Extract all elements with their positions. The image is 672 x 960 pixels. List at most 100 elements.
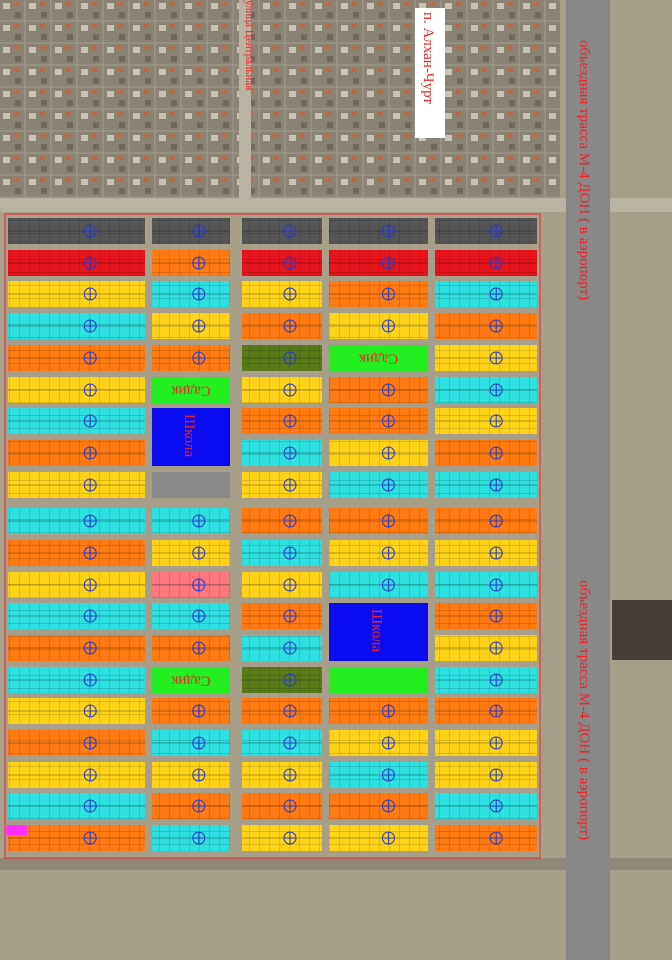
utility-symbol bbox=[192, 737, 205, 749]
plot-lines bbox=[242, 377, 322, 403]
utility-symbol bbox=[284, 674, 296, 686]
utility-symbol bbox=[382, 737, 395, 749]
plot-lines bbox=[8, 440, 145, 466]
utility-symbol bbox=[84, 447, 97, 459]
utility-symbol bbox=[192, 352, 205, 364]
plot-lines bbox=[435, 440, 537, 466]
plot-lines bbox=[152, 218, 230, 244]
plot-lines bbox=[329, 508, 428, 534]
plot-lines bbox=[435, 762, 537, 788]
plot-lines bbox=[8, 572, 145, 598]
plot-block bbox=[152, 472, 230, 498]
plot-lines bbox=[152, 698, 230, 724]
plot-lines bbox=[242, 313, 322, 339]
plot-lines bbox=[152, 313, 230, 339]
plot-lines bbox=[435, 250, 537, 276]
utility-symbol bbox=[490, 225, 503, 237]
utility-symbol bbox=[490, 352, 503, 364]
utility-symbol bbox=[84, 288, 97, 300]
plot-lines bbox=[8, 218, 145, 244]
kindergarten-label: Садик bbox=[170, 383, 210, 399]
plot-lines bbox=[435, 313, 537, 339]
utility-symbol bbox=[84, 320, 97, 332]
plot-lines bbox=[329, 762, 428, 788]
plot-lines bbox=[8, 793, 145, 819]
utility-symbol bbox=[284, 479, 296, 491]
plot-lines bbox=[435, 603, 537, 629]
plot-lines bbox=[8, 730, 145, 756]
utility-symbol bbox=[84, 515, 97, 527]
plot-lines bbox=[329, 440, 428, 466]
marker bbox=[5, 825, 27, 835]
utility-symbol bbox=[490, 832, 503, 844]
plot-block bbox=[152, 667, 230, 693]
village-area bbox=[0, 0, 560, 205]
utility-symbol bbox=[192, 225, 205, 237]
utility-symbol bbox=[284, 257, 296, 269]
utility-symbol bbox=[192, 642, 205, 654]
utility-symbol bbox=[382, 832, 395, 844]
plot-lines bbox=[8, 635, 145, 661]
utility-symbol bbox=[84, 479, 97, 491]
utility-symbol bbox=[382, 415, 395, 427]
plot-lines bbox=[435, 825, 537, 851]
utility-symbol bbox=[192, 288, 205, 300]
plot-lines bbox=[8, 472, 145, 498]
school-label: Школа bbox=[181, 414, 197, 457]
utility-symbol bbox=[284, 547, 296, 559]
plot-lines bbox=[242, 408, 322, 434]
kindergarten-label: Садик bbox=[170, 673, 210, 689]
utility-symbol bbox=[490, 257, 503, 269]
plot-lines bbox=[8, 762, 145, 788]
plot-lines bbox=[242, 698, 322, 724]
utility-symbol bbox=[284, 769, 296, 781]
plot-lines bbox=[8, 603, 145, 629]
plan-border bbox=[4, 213, 541, 859]
plot-lines bbox=[435, 218, 537, 244]
plot-lines bbox=[329, 218, 428, 244]
plot-lines bbox=[329, 730, 428, 756]
plot-lines bbox=[8, 281, 145, 307]
utility-symbol bbox=[382, 479, 395, 491]
road bbox=[0, 198, 672, 212]
plot-lines bbox=[435, 540, 537, 566]
utility-symbol bbox=[84, 415, 97, 427]
school bbox=[329, 603, 428, 661]
utility-symbol bbox=[284, 515, 296, 527]
utility-symbol bbox=[382, 800, 395, 812]
plot-lines bbox=[8, 313, 145, 339]
plot-lines bbox=[329, 377, 428, 403]
plot-lines bbox=[152, 603, 230, 629]
utility-symbol bbox=[284, 415, 296, 427]
utility-symbol bbox=[84, 579, 97, 591]
plot-lines bbox=[329, 698, 428, 724]
utility-symbol bbox=[84, 352, 97, 364]
plot-lines bbox=[329, 825, 428, 851]
utility-symbol bbox=[192, 257, 205, 269]
utility-symbol bbox=[382, 579, 395, 591]
utility-symbol bbox=[84, 547, 97, 559]
utility-symbol bbox=[84, 384, 97, 396]
utility-symbol bbox=[192, 515, 205, 527]
plot-lines bbox=[329, 572, 428, 598]
utility-symbol bbox=[490, 515, 503, 527]
utility-symbol bbox=[84, 225, 97, 237]
plot-lines bbox=[8, 408, 145, 434]
utility-symbol bbox=[84, 674, 97, 686]
kindergarten-label: Садик bbox=[358, 351, 398, 367]
village-label: п. Алхан-Чурт bbox=[420, 12, 436, 104]
plot-lines bbox=[435, 408, 537, 434]
utility-symbol bbox=[192, 320, 205, 332]
road-label: объездная трасса М-4 ДОН ( в аэропорт) bbox=[576, 580, 592, 840]
utility-symbol bbox=[382, 384, 395, 396]
utility-symbol bbox=[490, 737, 503, 749]
utility-symbol bbox=[490, 579, 503, 591]
utility-symbol bbox=[84, 832, 97, 844]
utility-symbol bbox=[382, 288, 395, 300]
plot-lines bbox=[8, 508, 145, 534]
utility-symbol bbox=[284, 225, 296, 237]
utility-symbol bbox=[382, 769, 395, 781]
plot-lines bbox=[242, 508, 322, 534]
plot-lines bbox=[435, 730, 537, 756]
plot-lines bbox=[8, 250, 145, 276]
